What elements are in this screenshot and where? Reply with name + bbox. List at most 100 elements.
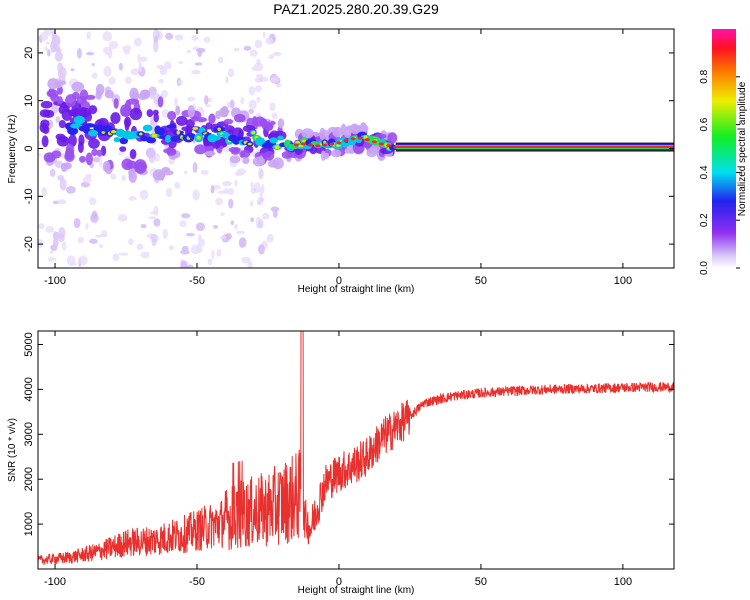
heatmap-cell [330,149,342,158]
heatmap-cell [139,189,149,200]
heatmap-cell [175,105,181,116]
heatmap-cell [256,96,261,103]
heatmap-cell [138,56,148,62]
heatmap-cell [77,236,85,244]
heatmap-cell [174,34,184,41]
heatmap-cell [217,56,224,64]
heatmap-cell [167,110,177,121]
heatmap-cell [95,90,102,100]
heatmap-cell [196,117,208,123]
spectrogram-x-tick-label: -100 [44,275,66,287]
heatmap-cell [265,37,274,45]
heatmap-cell [256,58,261,65]
snr-panel: -100 -50 0 50 100 1000 2000 3000 4000 5000 Heigh… [7,330,675,596]
heatmap-cell [150,233,159,243]
heatmap-cell [128,196,137,201]
heatmap-cell [58,105,65,114]
heatmap-cell [200,169,209,176]
heatmap-cell [133,37,142,47]
heatmap-cell [176,130,181,135]
heatmap-cell [101,131,106,134]
heatmap-cell [263,121,273,132]
heatmap-cell [252,116,258,127]
heatmap-cell [178,79,183,86]
heatmap-cell [174,97,178,108]
colorbar-label: Normalized spectral amplitude [737,81,748,216]
heatmap-cell [277,135,284,141]
heatmap-cell [53,236,59,248]
heatmap-cell [82,176,92,184]
snr-frame [37,330,675,570]
snr-y-label: SNR (10 * v/v) [7,418,18,482]
heatmap-cell [56,135,70,147]
snr-y-tick-label: 1000 [23,512,35,536]
snr-y-tick-label: 2000 [23,467,35,491]
heatmap-cell [153,40,159,53]
heatmap-cell [186,264,194,268]
heatmap-cell [332,126,344,138]
heatmap-cell [195,222,206,232]
heatmap-cell [138,62,143,73]
heatmap-cell [102,160,111,173]
heatmap-cell [262,212,270,220]
heatmap-cell [50,93,60,102]
heatmap-cell [357,136,363,140]
heatmap-cell [47,257,57,262]
heatmap-cell [56,96,63,105]
heatmap-cell [58,227,66,239]
heatmap-cell [181,213,191,219]
heatmap-cell [86,31,91,40]
heatmap-cell [170,135,180,142]
heatmap-cell [215,110,221,120]
heatmap-cell [47,78,59,90]
heatmap-cell [165,32,174,40]
heatmap-cell [129,149,137,160]
snr-x-tick-label: -100 [44,576,66,588]
colorbar-tick-label: 0.0 [699,261,710,275]
heatmap-cell [248,108,254,115]
heatmap-cell [38,153,42,157]
heatmap-cell [227,188,235,195]
spectrogram-y-tick-label: 20 [23,47,35,59]
heatmap-cell [146,109,154,118]
heatmap-cell [65,94,77,108]
heatmap-cell [207,258,213,266]
heatmap-cell [85,52,95,56]
chart-title: PAZ1.2025.280.20.39.G29 [273,1,439,17]
heatmap-cell [38,140,41,147]
heatmap-cell [243,45,252,51]
heatmap-cell [229,99,235,109]
heatmap-cell [250,217,255,223]
heatmap-cell [211,249,215,260]
heatmap-cell [203,36,211,43]
heatmap-cell [217,127,221,131]
heatmap-cell [223,125,235,133]
heatmap-cell [71,81,85,92]
snr-x-tick-label: -50 [189,576,205,588]
heatmap-cell [134,161,147,174]
heatmap-cell [225,76,229,84]
spectrogram-heatmap [38,29,674,268]
heatmap-cell [148,152,156,164]
heatmap-cell [63,162,72,170]
heatmap-cell [366,147,378,158]
heatmap-cell [120,107,131,118]
heatmap-cell [315,144,321,148]
heatmap-cell [152,29,160,41]
heatmap-cell [186,49,192,54]
heatmap-cell [153,218,161,227]
heatmap-cell [103,46,112,55]
heatmap-cell [142,124,153,132]
heatmap-cell [73,217,81,229]
heatmap-cell [92,156,102,163]
snr-x-tick-label: 100 [614,576,632,588]
heatmap-cell [204,150,216,157]
heatmap-cell [219,235,228,240]
heatmap-cell [78,255,88,266]
heatmap-cell [192,189,200,201]
heatmap-cell [88,197,97,206]
heatmap-cell [261,183,265,194]
heatmap-cell [194,144,207,155]
heatmap-cell [159,66,167,76]
heatmap-cell [119,146,127,152]
